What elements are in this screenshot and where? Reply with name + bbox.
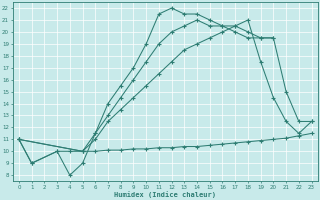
- X-axis label: Humidex (Indice chaleur): Humidex (Indice chaleur): [114, 191, 216, 198]
